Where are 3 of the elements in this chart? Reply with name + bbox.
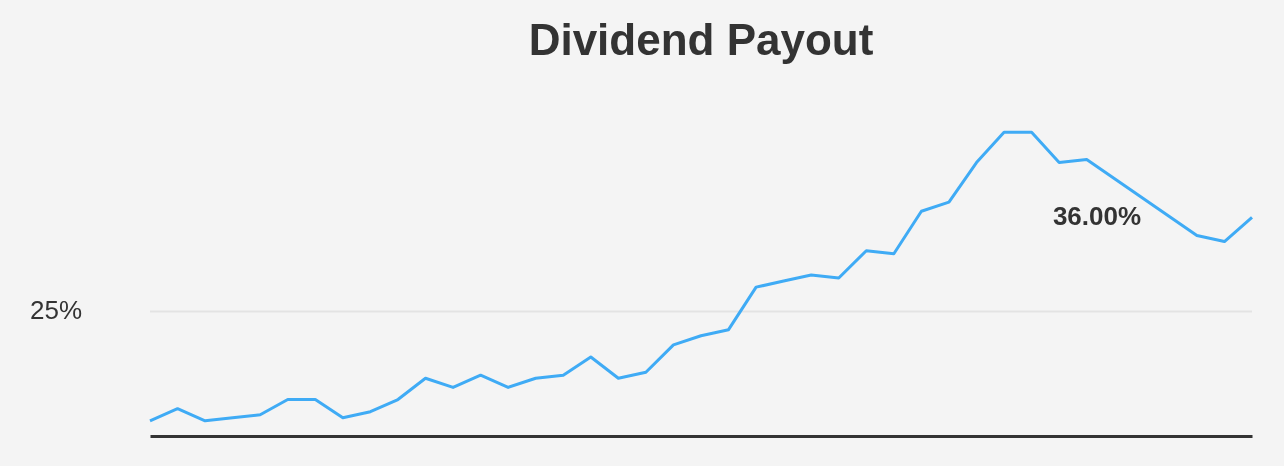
text: 25%: [30, 295, 83, 326]
annotation: 36.00%: [1052, 201, 1142, 232]
chart-title: Dividend Payout: [528, 15, 874, 64]
